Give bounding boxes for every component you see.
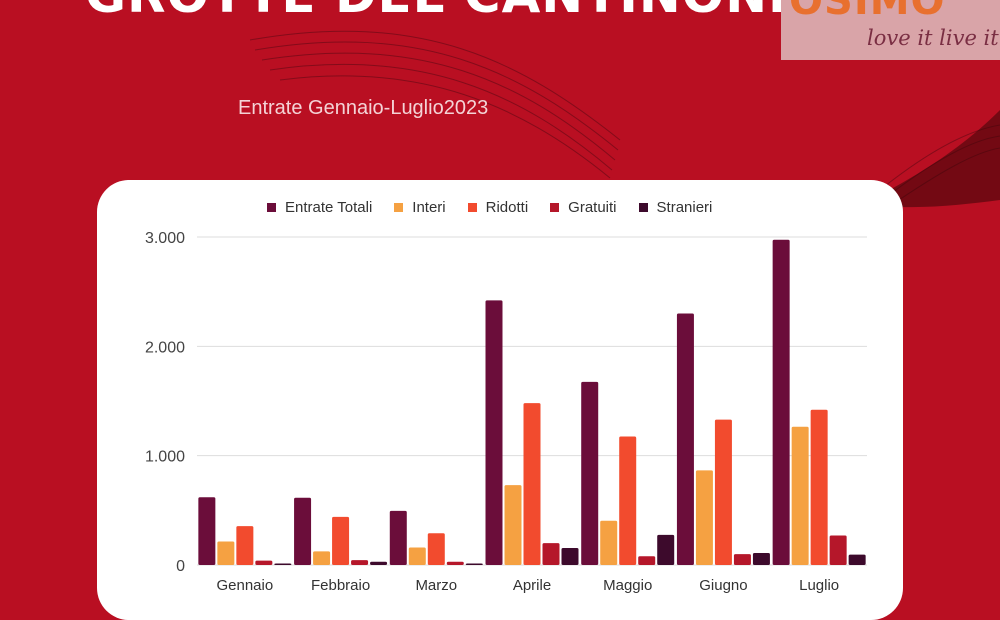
chart-subtitle: Entrate Gennaio-Luglio2023 [238, 97, 489, 119]
bar [714, 419, 732, 565]
legend-item: Gratuiti [550, 199, 617, 216]
y-tick-label: 1.000 [145, 449, 185, 466]
logo-brand: OSIMO [789, 0, 946, 24]
bar [810, 409, 828, 565]
legend-swatch [550, 203, 560, 212]
bar [791, 426, 809, 565]
bar [255, 560, 273, 565]
bar [504, 485, 522, 565]
bar [561, 548, 579, 565]
decorative-waves [249, 30, 1000, 208]
bar [752, 552, 770, 565]
legend-label: Interi [412, 199, 446, 216]
x-tick-label: Aprile [513, 577, 551, 594]
bar [294, 497, 312, 565]
x-tick-label: Gennaio [216, 577, 273, 594]
bar [217, 541, 235, 565]
bar [657, 534, 675, 565]
bar [198, 497, 216, 565]
bar [600, 520, 618, 565]
bar [523, 403, 541, 565]
bar [695, 470, 713, 565]
bar [274, 563, 292, 565]
bar [332, 516, 350, 565]
chart-card: Entrate Totali Interi Ridotti Gratuiti Stran… [97, 180, 903, 620]
bar [542, 543, 560, 565]
bar [619, 436, 637, 565]
bar [236, 526, 254, 565]
legend-label: Gratuiti [568, 199, 617, 216]
legend-label: Ridotti [485, 199, 529, 216]
bar [638, 556, 656, 565]
legend-item: Entrate Totali [267, 199, 372, 216]
legend-label: Entrate Totali [285, 199, 373, 216]
legend-swatch [467, 203, 477, 212]
legend-label: Stranieri [656, 199, 713, 216]
bar [676, 313, 694, 565]
bar [581, 381, 599, 565]
x-tick-label: Luglio [799, 577, 839, 594]
legend-item: Ridotti [467, 199, 529, 216]
x-tick-label: Febbraio [311, 577, 370, 594]
bar-chart: 0 1.000 2.000 3.000 Gennaio Febbraio Marzo Apri… [145, 230, 867, 594]
page-title: GROTTE DEL CANTINONE [85, 0, 803, 24]
y-tick-label: 0 [176, 558, 185, 575]
bar [829, 535, 847, 565]
logo: OSIMO love it live it [781, 0, 1000, 60]
x-tick-label: Marzo [415, 577, 457, 594]
bar [313, 551, 331, 565]
bar [408, 547, 426, 565]
bar [485, 300, 503, 565]
bar [389, 510, 407, 565]
chart-legend: Entrate Totali Interi Ridotti Gratuiti Stran… [267, 199, 712, 216]
bar [370, 561, 388, 565]
bar [772, 239, 790, 565]
legend-swatch [267, 203, 276, 212]
legend-swatch [394, 203, 404, 212]
bar [446, 561, 464, 565]
x-tick-label: Maggio [603, 577, 652, 594]
y-tick-label: 3.000 [145, 230, 185, 247]
bar [427, 533, 445, 565]
bar [733, 554, 751, 565]
x-tick-label: Giugno [699, 577, 747, 594]
logo-tagline: love it live it [867, 26, 999, 50]
y-tick-label: 2.000 [145, 339, 185, 356]
legend-item: Stranieri [638, 199, 713, 216]
bar [848, 554, 866, 565]
legend-swatch [638, 203, 648, 212]
bar [351, 560, 369, 565]
legend-item: Interi [394, 199, 446, 216]
bar [465, 563, 483, 565]
